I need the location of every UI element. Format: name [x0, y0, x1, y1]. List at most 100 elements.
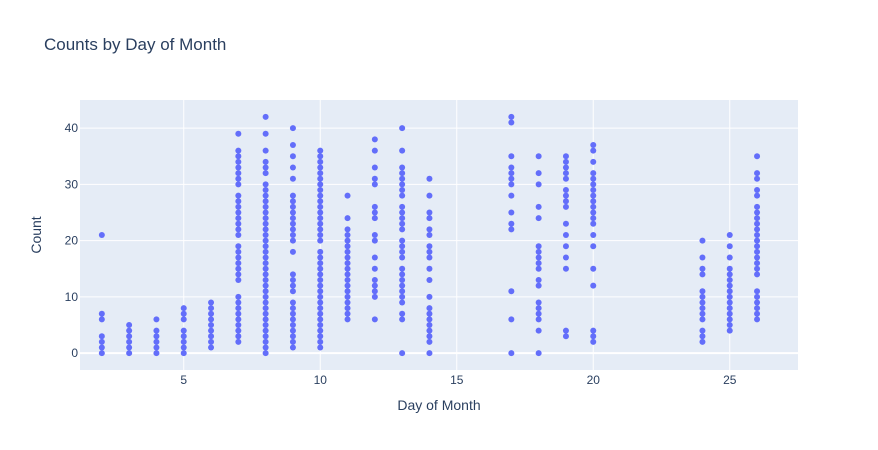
scatter-point [180, 327, 187, 334]
scatter-point [508, 113, 515, 120]
scatter-point [590, 338, 597, 345]
scatter-point [262, 113, 269, 120]
scatter-point [754, 192, 761, 199]
scatter-point [535, 316, 542, 323]
scatter-point [371, 265, 378, 272]
scatter-point [235, 260, 242, 267]
scatter-point [699, 333, 706, 340]
scatter-point [590, 232, 597, 238]
scatter-point [399, 170, 406, 177]
scatter-point [535, 260, 542, 267]
scatter-point [208, 316, 215, 323]
scatter-point [262, 254, 269, 261]
scatter-point [371, 147, 378, 154]
scatter-point [289, 237, 296, 244]
scatter-point [317, 316, 324, 323]
scatter-point [371, 293, 378, 300]
scatter-point [726, 299, 733, 306]
scatter-point [590, 175, 597, 182]
scatter-point [562, 187, 569, 193]
scatter-point [317, 344, 324, 351]
scatter-point [235, 170, 242, 177]
scatter-point [399, 175, 406, 182]
scatter-point [344, 293, 351, 300]
scatter-point [535, 170, 542, 177]
scatter-point [535, 153, 542, 160]
scatter-point [699, 299, 706, 306]
scatter-point [289, 310, 296, 317]
scatter-point [754, 170, 761, 177]
scatter-point [262, 265, 269, 272]
scatter-point [371, 237, 378, 244]
scatter-point [535, 243, 542, 250]
scatter-point [317, 288, 324, 295]
scatter-point [699, 271, 706, 278]
scatter-point [508, 350, 515, 357]
scatter-point [399, 316, 406, 323]
tick-labels: 5 10 15 20 25 0 10 20 30 40 [65, 121, 737, 387]
scatter-point [426, 333, 433, 340]
scatter-point [344, 288, 351, 295]
scatter-point [535, 299, 542, 306]
scatter-point [754, 237, 761, 244]
scatter-point [754, 305, 761, 312]
scatter-point [535, 215, 542, 222]
scatter-point [262, 243, 269, 250]
scatter-point [262, 271, 269, 278]
scatter-point [262, 327, 269, 334]
scatter-point [426, 338, 433, 345]
scatter-point [98, 344, 105, 351]
scatter-point [754, 310, 761, 317]
scatter-point [180, 316, 187, 323]
scatter-point [399, 265, 406, 272]
scatter-point [235, 192, 242, 199]
scatter-point [98, 350, 105, 357]
scatter-point [754, 271, 761, 278]
scatter-point [508, 175, 515, 182]
scatter-point [344, 232, 351, 238]
scatter-point [289, 322, 296, 328]
scatter-point [180, 338, 187, 345]
scatter-point [562, 158, 569, 165]
scatter-point [726, 293, 733, 300]
scatter-point [262, 350, 269, 357]
scatter-point [344, 277, 351, 283]
scatter-point [399, 299, 406, 306]
scatter-point [344, 260, 351, 267]
y-tick-label: 0 [71, 346, 78, 360]
scatter-point [235, 248, 242, 255]
scatter-point [208, 310, 215, 317]
scatter-point [754, 299, 761, 306]
scatter-point [726, 322, 733, 328]
scatter-point [344, 192, 351, 199]
scatter-point [317, 237, 324, 244]
scatter-point [426, 226, 433, 233]
scatter-point [590, 158, 597, 165]
scatter-point [399, 125, 406, 132]
scatter-point [399, 293, 406, 300]
scatter-point [262, 299, 269, 306]
scatter-point [126, 333, 133, 340]
scatter-point [235, 254, 242, 261]
scatter-point [535, 203, 542, 210]
scatter-point [371, 209, 378, 216]
scatter-point [289, 282, 296, 289]
scatter-point [317, 338, 324, 345]
scatter-point [399, 147, 406, 154]
scatter-point [262, 215, 269, 222]
scatter-point [399, 350, 406, 357]
scatter-point [699, 288, 706, 295]
scatter-point [317, 175, 324, 182]
scatter-point [317, 147, 324, 154]
scatter-point [726, 327, 733, 334]
scatter-point [508, 316, 515, 323]
scatter-point [180, 310, 187, 317]
scatter-point [289, 226, 296, 233]
scatter-point [590, 209, 597, 216]
x-tick-label: 5 [180, 373, 187, 387]
scatter-point [289, 125, 296, 132]
scatter-point [562, 333, 569, 340]
scatter-point [726, 232, 733, 238]
scatter-point [726, 271, 733, 278]
scatter-point [235, 243, 242, 250]
